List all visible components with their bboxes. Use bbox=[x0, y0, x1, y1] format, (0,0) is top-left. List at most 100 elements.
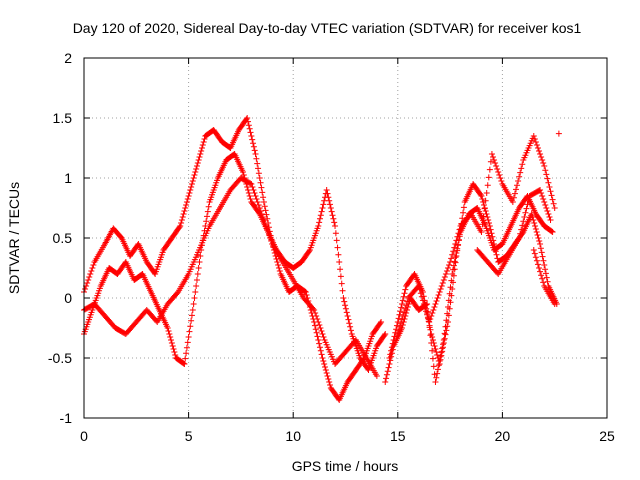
data-point bbox=[192, 169, 199, 175]
data-point bbox=[252, 193, 259, 199]
data-point bbox=[402, 305, 409, 312]
data-point bbox=[312, 326, 319, 333]
data-point bbox=[336, 259, 343, 265]
data-point bbox=[244, 184, 251, 190]
data-point bbox=[433, 298, 440, 304]
data-point bbox=[247, 180, 254, 187]
data-point bbox=[517, 230, 524, 237]
data-point bbox=[311, 322, 318, 329]
data-point bbox=[550, 200, 557, 207]
data-point bbox=[518, 165, 525, 172]
grid-layer bbox=[84, 58, 607, 418]
data-point bbox=[417, 290, 424, 297]
data-point bbox=[392, 329, 399, 336]
data-point bbox=[196, 154, 203, 160]
data-point bbox=[511, 190, 518, 197]
data-point bbox=[528, 211, 535, 217]
data-point bbox=[432, 301, 439, 307]
data-point bbox=[523, 205, 530, 212]
data-point bbox=[320, 201, 327, 208]
data-point bbox=[491, 157, 498, 163]
data-point bbox=[443, 268, 450, 274]
data-point bbox=[545, 179, 552, 186]
data-point bbox=[537, 245, 544, 252]
data-point bbox=[544, 175, 551, 182]
data-point bbox=[276, 268, 283, 274]
data-point bbox=[493, 163, 500, 169]
data-point bbox=[323, 187, 330, 193]
data-point bbox=[90, 262, 97, 268]
data-point bbox=[520, 218, 527, 225]
data-point bbox=[484, 214, 491, 220]
data-point bbox=[434, 352, 441, 358]
data-point bbox=[383, 375, 390, 382]
data-point bbox=[431, 371, 438, 378]
data-point bbox=[327, 205, 334, 211]
data-point bbox=[540, 160, 547, 166]
data-point bbox=[460, 209, 467, 216]
data-point bbox=[438, 352, 445, 359]
data-point bbox=[322, 367, 329, 373]
data-point bbox=[329, 212, 336, 219]
data-point bbox=[245, 118, 252, 125]
data-point bbox=[169, 343, 176, 349]
data-point bbox=[434, 366, 441, 373]
data-point bbox=[482, 197, 489, 204]
data-point bbox=[256, 205, 263, 211]
data-point bbox=[319, 331, 326, 337]
data-point bbox=[391, 333, 398, 340]
data-point bbox=[448, 255, 455, 262]
data-point bbox=[431, 343, 438, 349]
data-point bbox=[196, 259, 203, 265]
data-point bbox=[530, 133, 537, 139]
data-point bbox=[316, 215, 323, 222]
data-point bbox=[328, 208, 335, 215]
data-point bbox=[548, 192, 555, 199]
data-point bbox=[189, 178, 196, 184]
data-point bbox=[481, 205, 488, 212]
data-point bbox=[263, 211, 270, 218]
data-layer bbox=[81, 115, 562, 403]
data-point bbox=[180, 360, 187, 367]
x-tick-label: 20 bbox=[495, 428, 511, 444]
data-point bbox=[430, 307, 437, 313]
data-point bbox=[443, 327, 450, 334]
data-point bbox=[314, 333, 321, 340]
data-point bbox=[340, 295, 347, 301]
data-point bbox=[176, 224, 183, 231]
data-point bbox=[524, 201, 531, 208]
data-point bbox=[265, 229, 272, 235]
data-point bbox=[456, 226, 463, 233]
series-track-7 bbox=[474, 187, 554, 277]
data-point bbox=[190, 175, 197, 181]
data-point bbox=[437, 356, 444, 363]
data-point bbox=[424, 311, 431, 318]
data-point bbox=[262, 207, 269, 214]
data-point bbox=[495, 169, 502, 175]
data-point bbox=[316, 340, 323, 347]
data-point bbox=[306, 248, 313, 255]
data-point bbox=[319, 205, 326, 211]
data-point bbox=[301, 288, 308, 295]
data-point bbox=[541, 199, 548, 205]
data-point bbox=[166, 331, 173, 337]
series-track-3 bbox=[81, 175, 380, 379]
data-point bbox=[183, 350, 190, 357]
data-point bbox=[484, 182, 491, 189]
data-point bbox=[385, 364, 392, 371]
data-point bbox=[439, 280, 446, 286]
data-point bbox=[547, 217, 554, 223]
data-point bbox=[454, 233, 461, 240]
y-tick-label: 2 bbox=[64, 50, 72, 66]
data-point bbox=[453, 237, 460, 244]
data-point bbox=[429, 347, 436, 354]
data-point bbox=[478, 229, 485, 235]
data-point bbox=[321, 364, 328, 370]
data-point bbox=[485, 217, 492, 223]
data-point bbox=[193, 277, 200, 283]
data-point bbox=[525, 197, 532, 204]
data-point bbox=[187, 323, 194, 330]
data-point bbox=[327, 201, 334, 208]
data-point bbox=[396, 323, 403, 330]
data-point bbox=[198, 145, 205, 151]
